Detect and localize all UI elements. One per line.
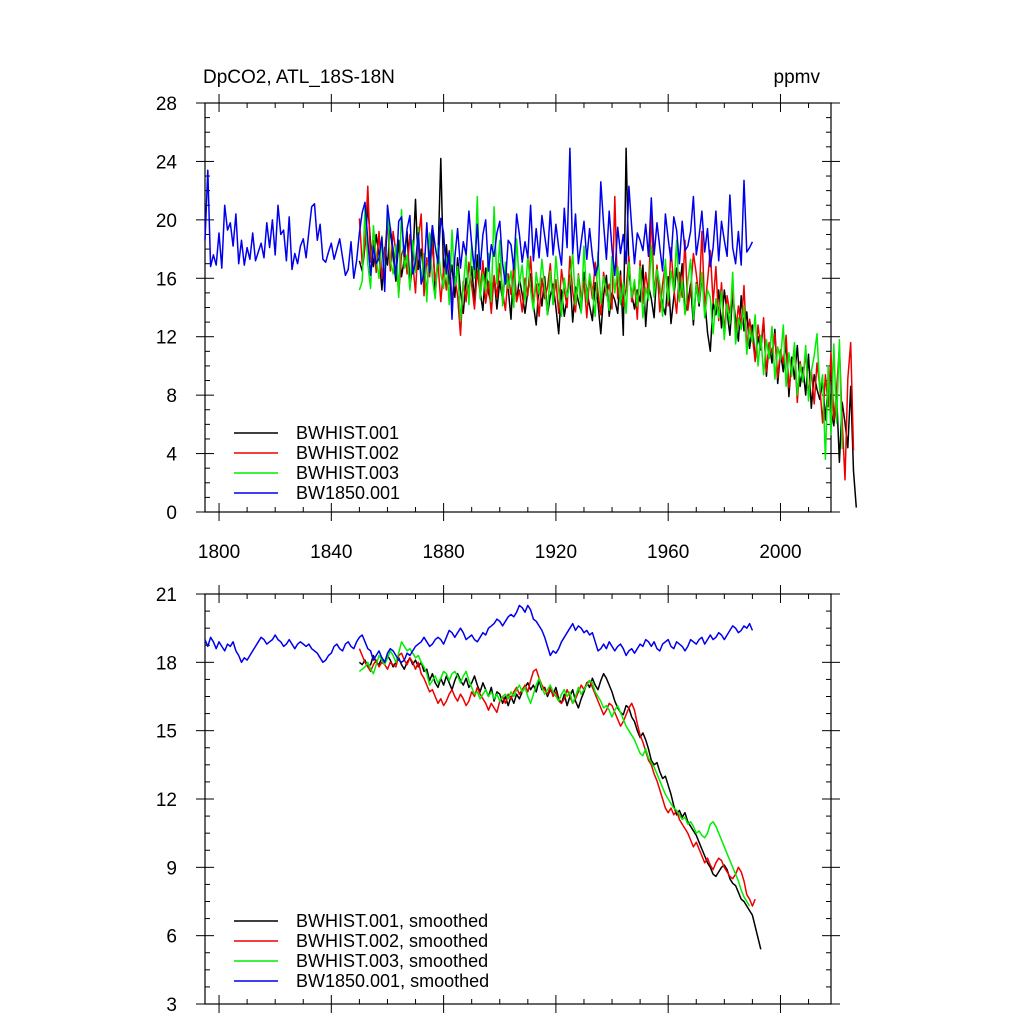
top-x-tick-label: 1840 bbox=[310, 542, 352, 563]
bottom-y-tick-label: 15 bbox=[156, 722, 177, 743]
bottom-y-tick-label: 3 bbox=[166, 995, 177, 1016]
top-y-tick-label: 24 bbox=[156, 152, 178, 173]
top-x-tick-label: 1920 bbox=[535, 542, 577, 563]
top-legend-label: BW1850.001 bbox=[296, 483, 400, 503]
top-series-line-2 bbox=[358, 185, 855, 481]
top-y-tick-label: 28 bbox=[156, 94, 177, 115]
top-y-tick-label: 0 bbox=[166, 503, 177, 524]
chart-title: DpCO2, ATL_18S-18N bbox=[203, 67, 395, 88]
top-legend-label: BWHIST.002 bbox=[296, 443, 399, 463]
top-x-tick-label: 1880 bbox=[422, 542, 464, 563]
bottom-y-tick-label: 12 bbox=[156, 790, 177, 811]
bottom-series-line-3 bbox=[358, 641, 751, 907]
top-y-tick-label: 8 bbox=[166, 386, 177, 407]
bottom-y-tick-label: 18 bbox=[156, 653, 177, 674]
top-series-line-1 bbox=[358, 147, 858, 508]
bottom-legend-label: BWHIST.001, smoothed bbox=[296, 911, 488, 931]
bottom-legend-label: BWHIST.002, smoothed bbox=[296, 931, 488, 951]
top-x-tick-label: 1800 bbox=[198, 542, 240, 563]
top-y-tick-label: 4 bbox=[166, 445, 177, 466]
bottom-series-line-1 bbox=[358, 654, 762, 950]
bottom-legend-label: BW1850.001, smoothed bbox=[296, 971, 489, 991]
top-y-tick-label: 12 bbox=[156, 328, 177, 349]
bottom-legend-label: BWHIST.003, smoothed bbox=[296, 951, 488, 971]
top-x-tick-label: 1960 bbox=[647, 542, 689, 563]
chart-units: ppmv bbox=[774, 67, 821, 88]
top-legend-label: BWHIST.001 bbox=[296, 423, 399, 443]
bottom-y-tick-label: 21 bbox=[156, 585, 177, 606]
top-series-line-3 bbox=[358, 195, 843, 461]
top-legend-label: BWHIST.003 bbox=[296, 463, 399, 483]
top-y-tick-label: 16 bbox=[156, 269, 177, 290]
bottom-y-tick-label: 9 bbox=[166, 858, 177, 879]
top-x-tick-label: 2000 bbox=[759, 542, 801, 563]
bottom-series-line-2 bbox=[358, 648, 756, 907]
bottom-series-line-4 bbox=[204, 604, 754, 664]
top-series-line-4 bbox=[204, 147, 754, 320]
top-y-tick-label: 20 bbox=[156, 211, 177, 232]
top-panel: 1800 1840 1880 1920 1960 2000 0 4 8 12 16 20 24 28 BWH… bbox=[156, 94, 858, 563]
bottom-y-tick-label: 6 bbox=[166, 927, 177, 948]
